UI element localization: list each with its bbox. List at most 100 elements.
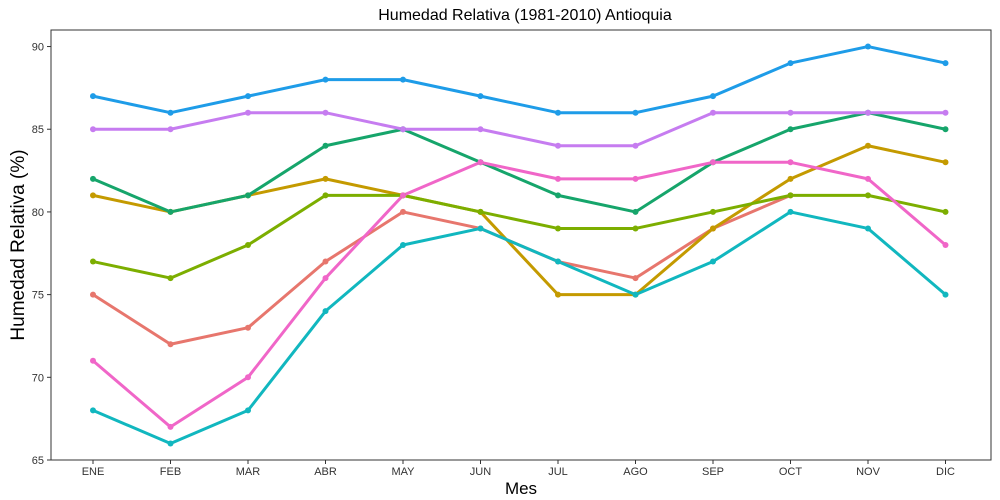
series-line-6: [91, 45, 947, 115]
x-tick-label: FEB: [160, 466, 181, 478]
series-points: [90, 43, 949, 447]
data-point: [400, 208, 406, 215]
y-axis: 65 70 75 80 85 90: [32, 42, 51, 467]
data-point: [942, 126, 949, 133]
data-point: [865, 142, 871, 149]
data-point: [787, 60, 794, 67]
data-point: [322, 275, 329, 282]
data-point: [322, 76, 329, 83]
series-lines: [91, 45, 947, 445]
data-point: [555, 192, 561, 199]
y-tick-label: 65: [32, 455, 44, 467]
data-point: [400, 242, 406, 248]
chart-title: Humedad Relativa (1981-2010) Antioquia: [378, 7, 672, 24]
data-point: [787, 109, 794, 116]
data-point: [632, 208, 639, 215]
data-point: [787, 175, 794, 182]
data-point: [90, 93, 96, 100]
data-point: [787, 126, 794, 133]
series-line-1: [91, 193, 792, 346]
data-point: [477, 208, 484, 215]
data-point: [555, 225, 561, 232]
data-point: [400, 126, 406, 133]
data-point: [942, 291, 949, 298]
data-point: [787, 192, 794, 199]
data-point: [322, 192, 329, 199]
data-point: [477, 225, 484, 232]
data-point: [710, 208, 716, 215]
y-tick-label: 80: [32, 207, 44, 219]
data-point: [942, 60, 949, 67]
series-line-8: [91, 160, 947, 429]
data-point: [245, 109, 251, 116]
data-point: [710, 258, 716, 265]
data-point: [942, 242, 949, 248]
x-tick-label: DIC: [936, 466, 955, 478]
data-point: [90, 357, 96, 364]
x-tick-label: OCT: [779, 466, 803, 478]
data-point: [865, 192, 871, 199]
data-point: [555, 142, 561, 149]
data-point: [632, 291, 639, 298]
series-line-4: [91, 111, 947, 214]
data-point: [632, 109, 639, 116]
data-point: [710, 159, 716, 166]
x-tick-label: JUL: [548, 466, 568, 478]
data-point: [167, 275, 174, 282]
x-tick-label: ABR: [314, 466, 337, 478]
data-point: [865, 225, 871, 232]
data-point: [322, 142, 329, 149]
x-tick-label: NOV: [856, 466, 881, 478]
data-point: [632, 225, 639, 232]
x-tick-label: ENE: [82, 466, 105, 478]
x-tick-label: AGO: [623, 466, 648, 478]
data-point: [477, 126, 484, 133]
x-tick-label: SEP: [702, 466, 724, 478]
data-point: [90, 258, 96, 265]
data-point: [632, 275, 639, 282]
x-tick-label: JUN: [470, 466, 491, 478]
data-point: [865, 109, 871, 116]
data-point: [245, 242, 251, 248]
data-point: [90, 407, 96, 414]
data-point: [942, 208, 949, 215]
data-point: [710, 225, 716, 232]
data-point: [245, 192, 251, 199]
data-point: [942, 109, 949, 116]
data-point: [245, 407, 251, 414]
data-point: [632, 142, 639, 149]
data-point: [245, 374, 251, 381]
y-axis-label: Humedad Relativa (%): [8, 149, 29, 340]
x-tick-label: MAR: [236, 466, 261, 478]
data-point: [167, 341, 174, 348]
data-point: [555, 258, 561, 265]
data-point: [167, 423, 174, 430]
data-point: [245, 93, 251, 100]
data-point: [787, 208, 794, 215]
data-point: [865, 43, 871, 50]
data-point: [710, 93, 716, 100]
data-point: [322, 175, 329, 182]
data-point: [167, 109, 174, 116]
data-point: [400, 192, 406, 199]
x-axis-label: Mes: [505, 479, 537, 498]
data-point: [787, 159, 794, 166]
y-tick-label: 85: [32, 124, 44, 136]
data-point: [167, 126, 174, 133]
y-tick-label: 90: [32, 42, 44, 54]
data-point: [322, 109, 329, 116]
series-line-7: [91, 111, 947, 148]
data-point: [322, 308, 329, 315]
data-point: [632, 175, 639, 182]
data-point: [90, 192, 96, 199]
data-point: [400, 76, 406, 83]
data-point: [90, 175, 96, 182]
data-point: [555, 175, 561, 182]
data-point: [322, 258, 329, 265]
data-point: [477, 93, 484, 100]
series-line-5: [91, 210, 947, 445]
data-point: [167, 208, 174, 215]
data-point: [710, 109, 716, 116]
data-point: [555, 109, 561, 116]
